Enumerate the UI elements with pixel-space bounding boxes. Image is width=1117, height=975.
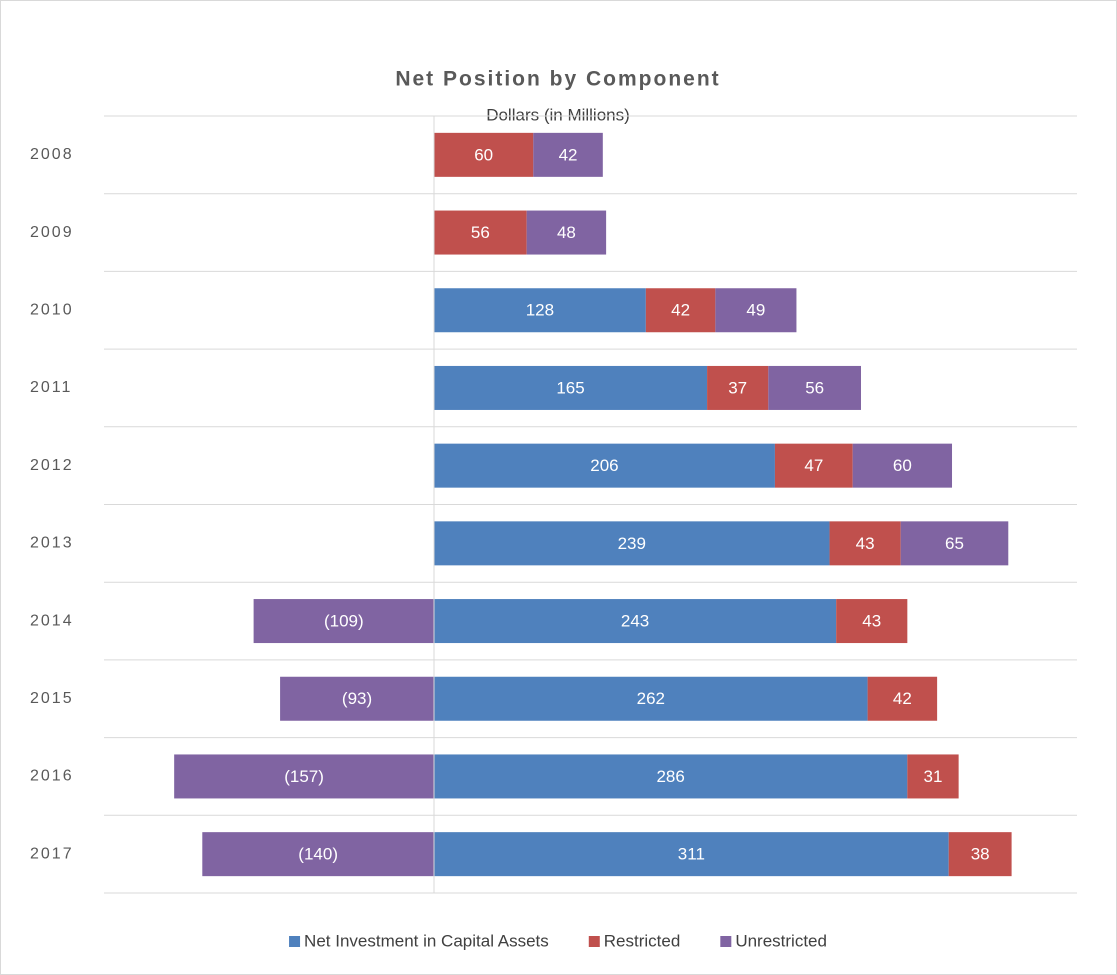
bar-segment [253, 599, 434, 644]
data-label: 239 [618, 534, 646, 553]
bar-segment [852, 443, 953, 488]
bar-segment [434, 676, 868, 721]
y-tick-label: 2011 [30, 379, 72, 396]
bar-segment [768, 365, 861, 410]
bar-segment [900, 521, 1009, 566]
bar-segment [907, 754, 959, 799]
y-tick-label: 2010 [30, 301, 74, 318]
data-label: 42 [893, 689, 912, 708]
data-label: 42 [559, 145, 578, 164]
chart-title: Net Position by Component [395, 68, 720, 91]
data-label: 49 [746, 301, 765, 320]
y-tick-label: 2017 [30, 845, 74, 862]
data-label: 48 [557, 223, 576, 242]
bar-segment [434, 365, 708, 410]
data-label: 56 [471, 223, 490, 242]
bar-segment [434, 599, 837, 644]
data-label: 243 [621, 612, 649, 631]
y-tick-label: 2009 [30, 224, 74, 241]
bar-segment [434, 210, 527, 255]
bar-segment [202, 832, 434, 877]
data-label: 42 [671, 301, 690, 320]
bar-segment [280, 676, 434, 721]
legend-label: Unrestricted [735, 931, 827, 950]
data-label: 43 [862, 612, 881, 631]
data-label: (140) [298, 845, 338, 864]
data-label: 37 [728, 378, 747, 397]
bar-segment [774, 443, 853, 488]
data-label: 60 [474, 145, 493, 164]
bar-segment [836, 599, 908, 644]
bar-segment [434, 832, 949, 877]
data-label: 56 [805, 378, 824, 397]
data-label: (157) [284, 767, 324, 786]
data-label: 286 [656, 767, 684, 786]
bar-segment [829, 521, 901, 566]
data-label: (93) [342, 689, 372, 708]
bar-segment [948, 832, 1012, 877]
bar-segment [434, 288, 646, 333]
data-label: 311 [678, 845, 705, 864]
data-label: 43 [856, 534, 875, 553]
bar-segment [645, 288, 716, 333]
bar-segment [434, 521, 830, 566]
bar-segment [867, 676, 938, 721]
bar-segment [434, 754, 908, 799]
legend-label: Restricted [604, 931, 681, 950]
legend-swatch [588, 936, 600, 947]
y-tick-label: 2016 [30, 768, 74, 785]
legend-swatch [289, 936, 301, 947]
bar-segment [174, 754, 435, 799]
bar-segment [434, 443, 775, 488]
data-label: (109) [324, 612, 364, 631]
bar-segment [434, 132, 534, 177]
data-label: 262 [637, 689, 665, 708]
data-label: 206 [590, 456, 618, 475]
data-label: 38 [971, 845, 990, 864]
y-tick-label: 2014 [30, 612, 74, 629]
chart-subtitle: Dollars (in Millions) [486, 105, 630, 124]
y-tick-label: 2013 [30, 535, 74, 552]
data-label: 128 [526, 301, 554, 320]
data-label: 165 [556, 378, 584, 397]
bar-segment [715, 288, 797, 333]
legend-swatch [720, 936, 732, 947]
y-tick-label: 2008 [30, 146, 74, 163]
data-label: 65 [945, 534, 964, 553]
bar-segment [533, 132, 603, 177]
y-tick-label: 2012 [30, 457, 74, 474]
bar-segment [707, 365, 769, 410]
bar-segment [526, 210, 607, 255]
data-label: 47 [804, 456, 823, 475]
legend-label: Net Investment in Capital Assets [304, 931, 549, 950]
data-label: 31 [924, 767, 943, 786]
y-tick-label: 2015 [30, 690, 74, 707]
data-label: 60 [893, 456, 912, 475]
